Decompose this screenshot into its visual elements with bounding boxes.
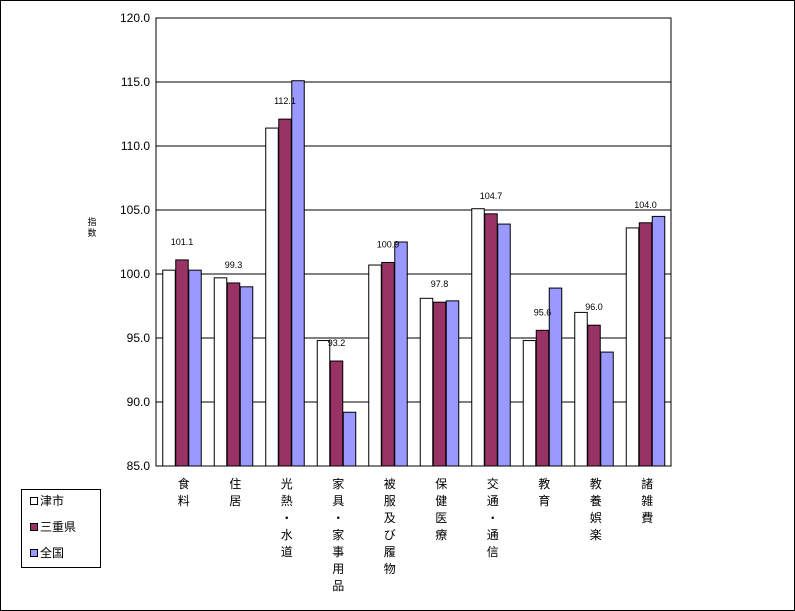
data-label: 100.9 <box>377 239 400 249</box>
y-tick-label: 120.0 <box>120 11 150 25</box>
y-tick-label: 95.0 <box>127 331 151 345</box>
bar-mie <box>278 118 292 467</box>
category-labels: 食料 住居 光熱・水道 家具・家事用品 被服及び履物 保健医療 交通・通信 教育 教養娯楽 諸雑費 <box>178 476 654 593</box>
bar-japan <box>497 223 511 467</box>
data-label: 104.0 <box>634 200 657 210</box>
legend-label-tsu: 津市 <box>40 494 65 508</box>
data-label: 95.6 <box>534 307 552 317</box>
y-axis-ticks: 85.0 90.0 95.0 100.0 105.0 110.0 115.0 120.0 <box>120 11 150 473</box>
bar-mie <box>381 261 395 467</box>
bar-japan <box>394 241 408 467</box>
category-label: 家具・家事用品 <box>332 476 344 593</box>
bar-mie <box>329 360 344 467</box>
category-label: 教養娯楽 <box>590 476 602 542</box>
legend-label-japan: 全国 <box>40 546 65 560</box>
legend-swatch-tsu <box>30 497 38 505</box>
bar-mie <box>638 222 653 467</box>
category-label: 教育 <box>538 476 550 508</box>
category-label: 住居 <box>229 477 241 508</box>
bar-tsu <box>419 297 434 467</box>
legend-item-tsu: 津市 <box>30 493 64 509</box>
y-tick-label: 105.0 <box>120 203 150 217</box>
bar-japan <box>291 80 305 467</box>
y-axis-label: 指数 <box>87 216 96 239</box>
plot-border <box>155 17 672 467</box>
legend-swatch-japan <box>30 549 38 557</box>
bar-japan <box>188 269 202 467</box>
bar-mie <box>484 213 498 467</box>
data-label: 104.7 <box>480 191 503 201</box>
bar-tsu <box>471 208 485 467</box>
legend-label-mie: 三重県 <box>40 520 77 534</box>
bar-tsu <box>265 127 279 467</box>
bar-japan <box>445 300 460 467</box>
bar-tsu <box>213 277 228 467</box>
bars <box>162 80 666 467</box>
bar-japan <box>600 351 614 467</box>
bar-mie <box>226 282 241 467</box>
bar-tsu <box>368 264 382 467</box>
y-tick-label: 85.0 <box>127 459 151 473</box>
legend-item-mie: 三重県 <box>30 519 76 535</box>
legend-item-japan: 全国 <box>30 545 64 561</box>
bar-tsu <box>574 311 588 467</box>
data-label: 112.1 <box>274 96 296 106</box>
bar-japan <box>342 411 357 467</box>
plot-area <box>155 17 672 467</box>
bar-tsu <box>625 227 640 467</box>
bar-mie <box>535 329 550 467</box>
category-label: 光熱・水道 <box>281 477 293 559</box>
data-label: 93.2 <box>328 338 346 348</box>
category-label: 諸雑費 <box>641 476 653 525</box>
y-tick-label: 110.0 <box>121 139 150 153</box>
category-label: 交通・通信 <box>487 476 499 559</box>
legend: 津市 三重県 全国 <box>21 489 101 568</box>
bar-tsu <box>316 340 331 467</box>
bar-mie <box>175 259 189 467</box>
legend-swatch-mie <box>30 523 38 531</box>
data-label: 97.8 <box>431 279 449 289</box>
category-label: 被服及び履物 <box>384 477 396 576</box>
y-tick-label: 115.0 <box>121 75 150 89</box>
bar-tsu <box>522 340 537 467</box>
data-labels: 101.1 99.3 112.1 93.2 100.9 97.8 104.7 95.6 96.0… <box>171 96 657 348</box>
category-label: 食料 <box>178 476 190 508</box>
data-label: 96.0 <box>585 302 603 312</box>
bar-mie <box>432 301 447 467</box>
bar-tsu <box>162 269 176 467</box>
data-label: 99.3 <box>225 260 243 270</box>
bar-japan <box>651 215 666 467</box>
bar-mie <box>587 324 601 467</box>
y-tick-label: 90.0 <box>127 395 151 409</box>
y-tick-label: 100.0 <box>120 267 150 281</box>
data-label: 101.1 <box>171 237 194 247</box>
bar-japan <box>239 286 254 467</box>
category-label: 保健医療 <box>435 477 447 542</box>
